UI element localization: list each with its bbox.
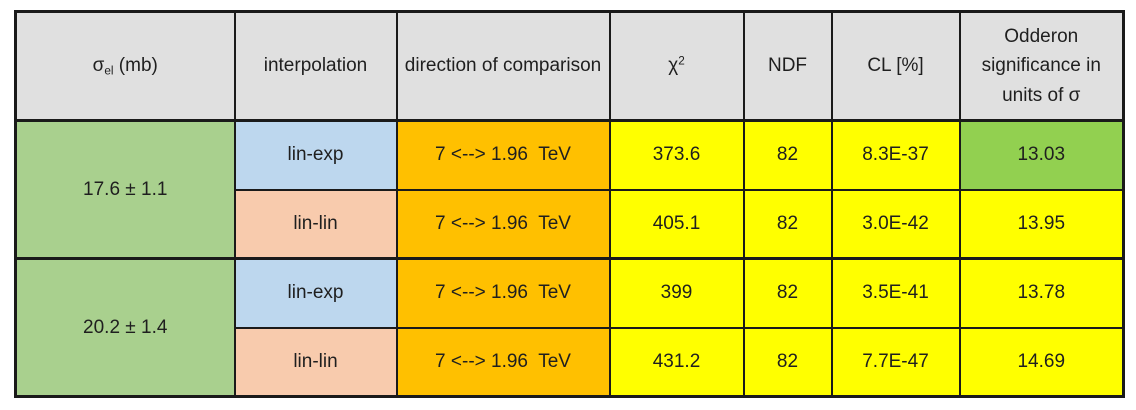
- cell-interpolation-r2: lin-lin: [233, 188, 398, 260]
- cell-interpolation-r1: lin-exp: [233, 119, 398, 191]
- cell-sigma-el-group2: 20.2 ± 1.4: [14, 257, 236, 398]
- cell-significance-r1: 13.03: [958, 119, 1125, 191]
- header-ndf: NDF: [742, 10, 833, 122]
- cell-significance-r2: 13.95: [958, 188, 1125, 260]
- cell-chi2-r1: 373.6: [608, 119, 745, 191]
- cell-ndf-r1: 82: [742, 119, 833, 191]
- table-row-4: lin-lin 7 <--> 1.96 TeV 431.2 82 7.7E-47…: [16, 326, 1125, 398]
- cell-direction-r1: 7 <--> 1.96 TeV: [395, 119, 611, 191]
- header-interpolation: interpolation: [233, 10, 398, 122]
- table-row-3: 20.2 ± 1.4 lin-exp 7 <--> 1.96 TeV 399 8…: [14, 257, 1125, 398]
- cell-chi2-r3: 399: [608, 257, 745, 329]
- cell-significance-r4: 14.69: [958, 326, 1125, 398]
- sigma-subscript: el: [104, 64, 114, 78]
- cell-cl-r3: 3.5E-41: [830, 257, 961, 329]
- odderon-results-table: σel (mb) interpolation direction of comp…: [14, 10, 1125, 398]
- table-row-1: 17.6 ± 1.1 lin-exp 7 <--> 1.96 TeV 373.6…: [14, 119, 1125, 260]
- header-row: σel (mb) interpolation direction of comp…: [14, 10, 1125, 122]
- cell-interpolation-r3: lin-exp: [233, 257, 398, 329]
- sigma-symbol: σ: [92, 55, 105, 77]
- cell-sigma-el-group1: 17.6 ± 1.1: [14, 119, 236, 260]
- cell-interpolation-r4: lin-lin: [233, 326, 398, 398]
- cell-direction-r2: 7 <--> 1.96 TeV: [395, 188, 611, 260]
- cell-cl-r2: 3.0E-42: [830, 188, 961, 260]
- header-cl: CL [%]: [830, 10, 961, 122]
- cell-cl-r1: 8.3E-37: [830, 119, 961, 191]
- chi-symbol: χ: [668, 55, 679, 77]
- chi-exponent: 2: [678, 54, 685, 68]
- cell-chi2-r2: 405.1: [608, 188, 745, 260]
- cell-ndf-r3: 82: [742, 257, 833, 329]
- header-odderon-significance: Odderon significance in units of σ: [958, 10, 1125, 122]
- cell-ndf-r4: 82: [742, 326, 833, 398]
- cell-significance-r3: 13.78: [958, 257, 1125, 329]
- cell-direction-r4: 7 <--> 1.96 TeV: [395, 326, 611, 398]
- cell-direction-r3: 7 <--> 1.96 TeV: [395, 257, 611, 329]
- cell-ndf-r2: 82: [742, 188, 833, 260]
- sigma-unit: (mb): [113, 55, 158, 77]
- cell-cl-r4: 7.7E-47: [830, 326, 961, 398]
- header-sigma-el: σel (mb): [14, 10, 236, 122]
- header-chi2: χ2: [608, 10, 745, 122]
- header-direction: direction of comparison: [395, 10, 611, 122]
- table-row-2: lin-lin 7 <--> 1.96 TeV 405.1 82 3.0E-42…: [16, 188, 1125, 260]
- cell-chi2-r4: 431.2: [608, 326, 745, 398]
